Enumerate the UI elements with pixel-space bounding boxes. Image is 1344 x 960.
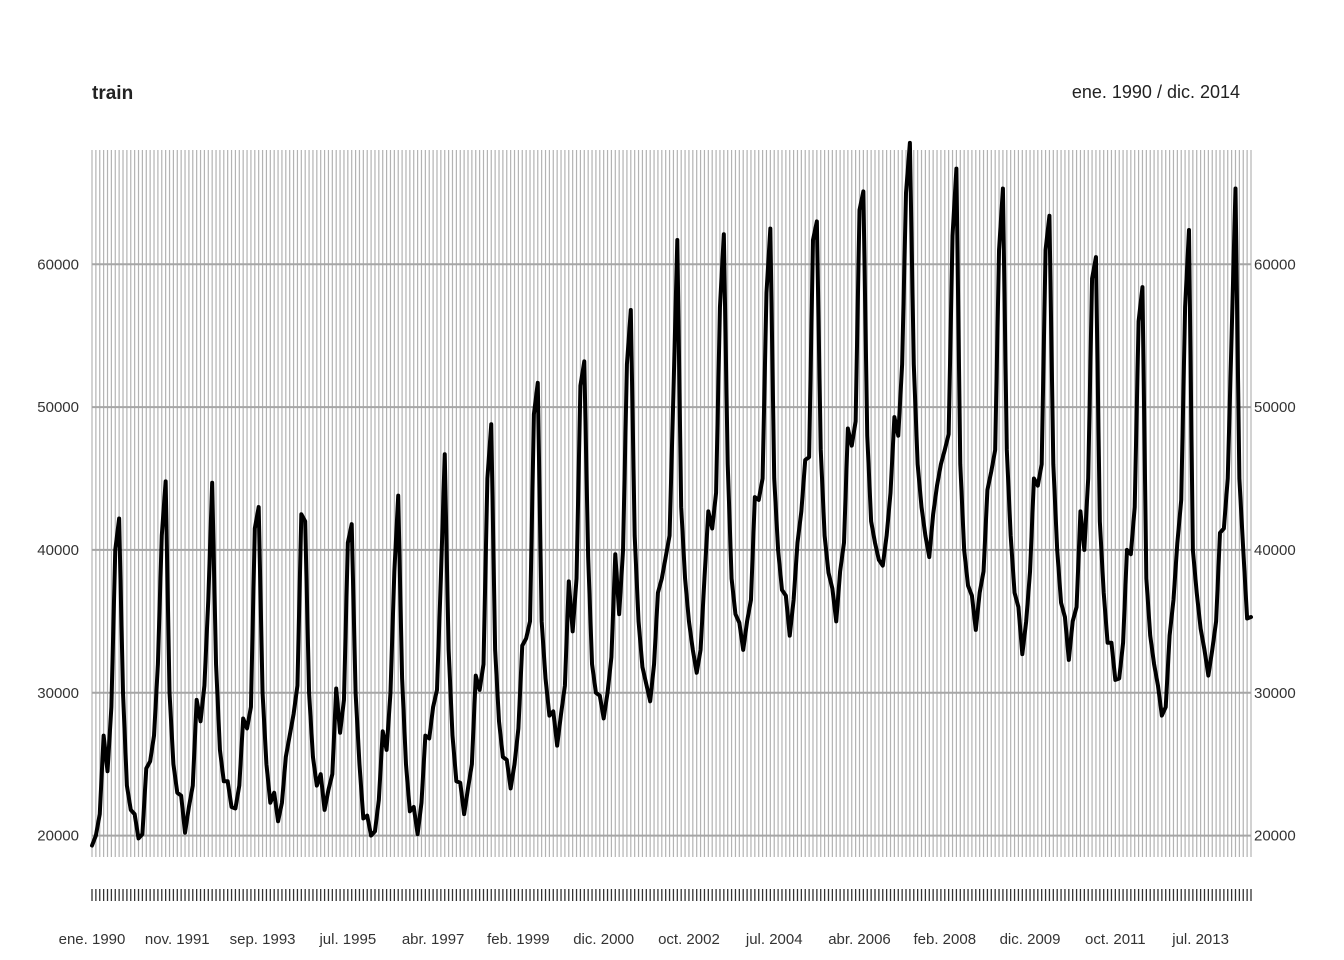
x-axis-labels: ene. 1990 nov. 1991 sep. 1993 jul. 1995 abr.… [59, 931, 1229, 948]
x-tick-label: jul. 2013 [1171, 931, 1229, 948]
x-tick-label: abr. 2006 [828, 931, 891, 948]
x-tick-label: jul. 1995 [318, 931, 376, 948]
x-tick-label: dic. 2000 [573, 931, 634, 948]
x-tick-label: sep. 1993 [230, 931, 296, 948]
chart-title: train [92, 83, 133, 104]
y-tick-label-left: 60000 [37, 256, 79, 273]
y-tick-label-right: 60000 [1254, 256, 1296, 273]
x-tick-label: dic. 2009 [1000, 931, 1061, 948]
y-tick-label-right: 20000 [1254, 828, 1296, 845]
y-tick-label-left: 40000 [37, 542, 79, 559]
x-axis-tick-marks [91, 889, 1252, 901]
vertical-gridlines [91, 150, 1252, 857]
y-tick-label-left: 30000 [37, 685, 79, 702]
date-range-label: ene. 1990 / dic. 2014 [1072, 82, 1240, 102]
x-tick-label: abr. 1997 [402, 931, 465, 948]
horizontal-gridlines [92, 263, 1251, 837]
x-tick-label: oct. 2011 [1085, 931, 1146, 948]
x-tick-label: jul. 2004 [745, 931, 803, 948]
x-tick-label: nov. 1991 [145, 931, 210, 948]
x-tick-label: oct. 2002 [658, 931, 720, 948]
x-tick-label: ene. 1990 [59, 931, 126, 948]
series-line [90, 140, 1253, 848]
y-axis-right-labels: 20000 30000 40000 50000 60000 [1254, 256, 1296, 844]
y-axis-left-labels: 20000 30000 40000 50000 60000 [37, 256, 79, 844]
y-tick-label-right: 50000 [1254, 399, 1296, 416]
y-tick-label-left: 50000 [37, 399, 79, 416]
x-tick-label: feb. 2008 [913, 931, 976, 948]
x-tick-label: feb. 1999 [487, 931, 550, 948]
y-tick-label-right: 30000 [1254, 685, 1296, 702]
y-tick-label-right: 40000 [1254, 542, 1296, 559]
y-tick-label-left: 20000 [37, 828, 79, 845]
